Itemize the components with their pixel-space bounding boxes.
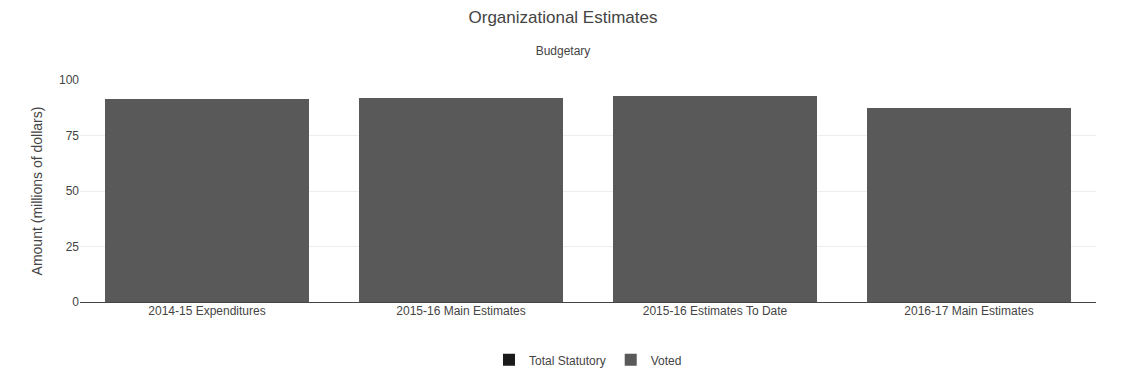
svg-text:75: 75 [66, 129, 80, 143]
svg-text:2016-17 Main Estimates: 2016-17 Main Estimates [904, 304, 1033, 318]
svg-text:25: 25 [66, 240, 80, 254]
svg-text:Budgetary: Budgetary [536, 44, 591, 58]
svg-text:0: 0 [72, 295, 79, 309]
svg-text:Organizational Estimates: Organizational Estimates [469, 8, 658, 27]
svg-text:Amount (millions of dollars): Amount (millions of dollars) [29, 107, 45, 276]
svg-text:2014-15 Expenditures: 2014-15 Expenditures [148, 304, 265, 318]
svg-text:50: 50 [66, 184, 80, 198]
svg-text:2015-16 Estimates To Date: 2015-16 Estimates To Date [643, 304, 788, 318]
svg-text:Voted: Voted [651, 354, 682, 368]
svg-text:100: 100 [59, 73, 79, 87]
svg-text:Total Statutory: Total Statutory [529, 354, 606, 368]
svg-text:2015-16 Main Estimates: 2015-16 Main Estimates [396, 304, 525, 318]
